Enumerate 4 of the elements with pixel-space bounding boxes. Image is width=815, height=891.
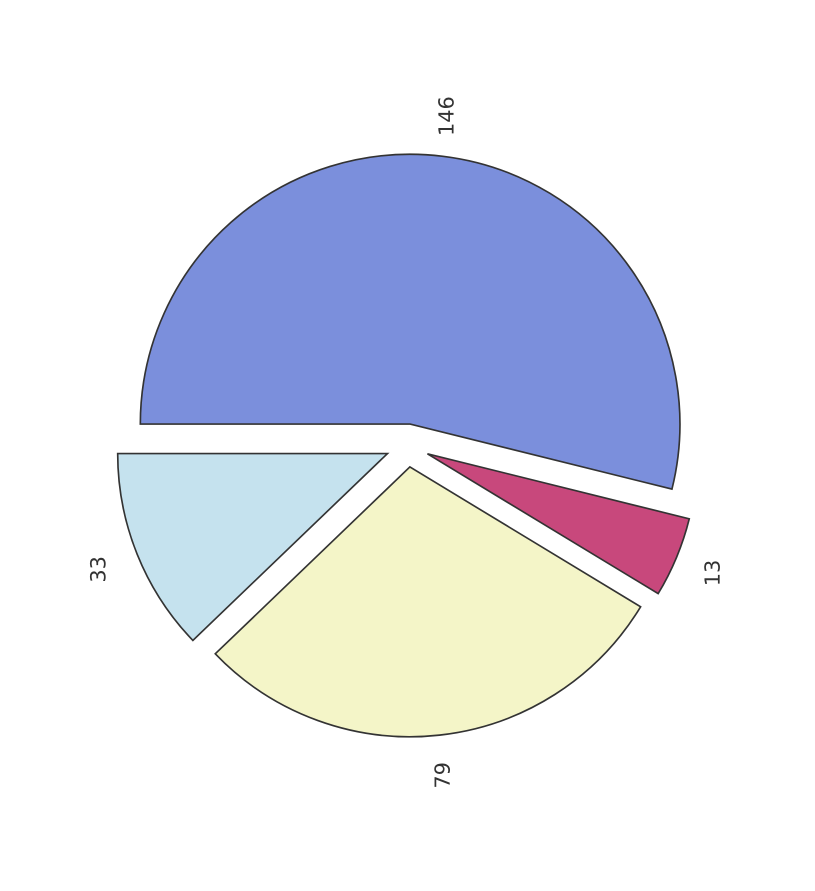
data-label: 79 [434,764,450,787]
data-label: 13 [704,561,720,584]
data-label: 33 [90,558,106,582]
data-label: 146 [438,98,454,134]
